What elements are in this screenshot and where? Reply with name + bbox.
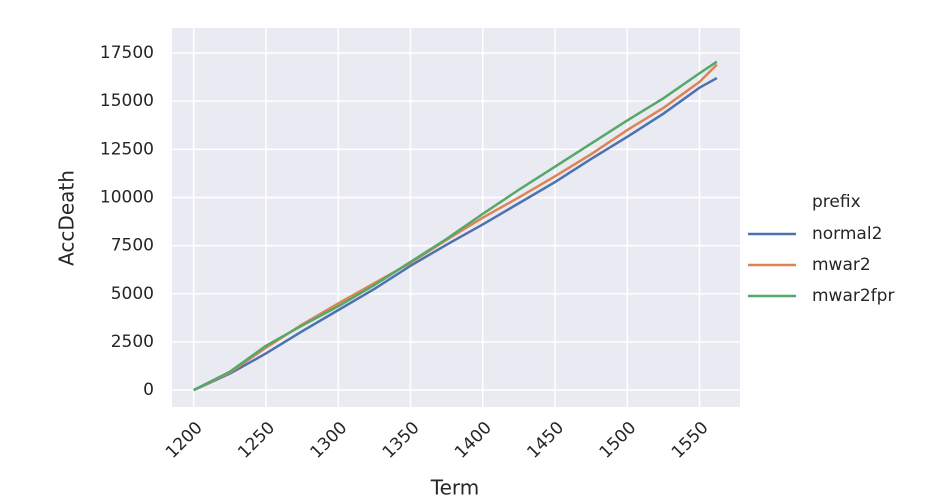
legend-label: mwar2fpr — [812, 286, 894, 306]
x-tick-label: 1200 — [162, 418, 207, 463]
y-tick-label: 15000 — [100, 91, 154, 111]
x-tick-label: 1550 — [668, 418, 713, 463]
legend-title: prefix — [812, 192, 861, 212]
y-tick-label: 12500 — [100, 139, 154, 159]
x-tick-label: 1250 — [234, 418, 279, 463]
y-tick-label: 0 — [143, 380, 154, 400]
x-tick-label: 1350 — [379, 418, 424, 463]
plot-area — [172, 28, 740, 407]
x-tick-label: 1400 — [451, 418, 496, 463]
series-line — [193, 76, 718, 392]
y-tick-label: 2500 — [111, 332, 154, 352]
series-line — [193, 60, 718, 392]
y-tick-label: 10000 — [100, 187, 154, 207]
y-tick-label: 7500 — [111, 236, 154, 256]
y-tick-label: 5000 — [111, 284, 154, 304]
x-axis-title: Term — [430, 476, 479, 500]
y-axis-title: AccDeath — [55, 170, 79, 266]
x-tick-label: 1300 — [307, 418, 352, 463]
legend-label: normal2 — [812, 224, 882, 244]
x-tick-label: 1500 — [596, 418, 641, 463]
x-tick-label: 1450 — [523, 418, 568, 463]
legend-label: mwar2 — [812, 255, 871, 275]
y-tick-label: 17500 — [100, 43, 154, 63]
